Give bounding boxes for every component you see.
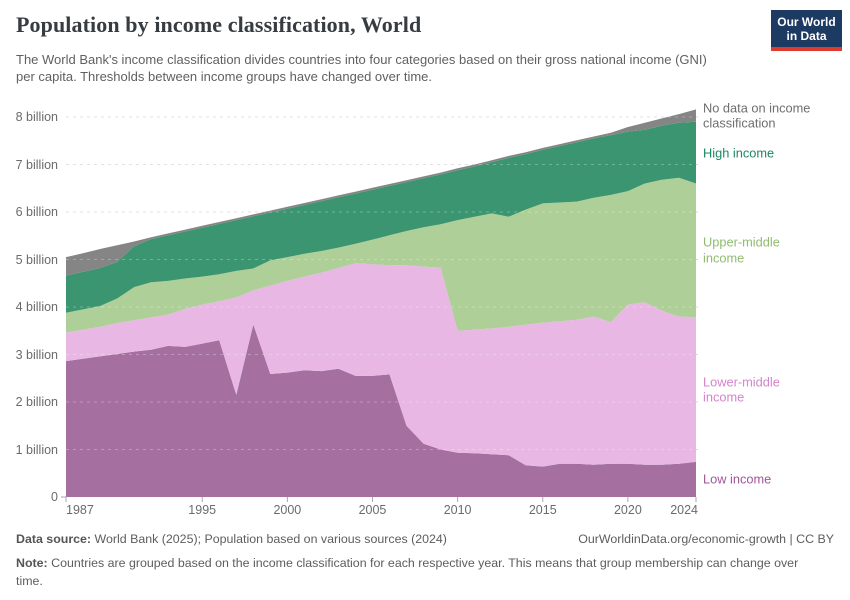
- area-high-income: [66, 121, 696, 313]
- data-source-label: Data source:: [16, 532, 92, 546]
- owid-logo: Our World in Data: [771, 10, 842, 51]
- page-title: Population by income classification, Wor…: [16, 12, 422, 37]
- area-no-data-on-income-classification: [66, 109, 696, 276]
- data-source-text: World Bank (2025); Population based on v…: [94, 532, 447, 546]
- footer-note-label: Note:: [16, 556, 48, 570]
- data-source: Data source: World Bank (2025); Populati…: [16, 532, 447, 546]
- owid-logo-line1: Our World: [777, 15, 836, 29]
- footer-note: Note: Countries are grouped based on the…: [16, 554, 814, 590]
- owid-url[interactable]: OurWorldinData.org/economic-growth | CC …: [578, 532, 834, 546]
- area-lower-middle-income: [66, 263, 696, 467]
- chart-subtitle: The World Bank's income classification d…: [16, 52, 707, 84]
- owid-logo-line2: in Data: [786, 29, 827, 43]
- area-upper-middle-income: [66, 177, 696, 333]
- area-low-income: [66, 324, 696, 497]
- footer-note-text: Countries are grouped based on the incom…: [16, 556, 799, 588]
